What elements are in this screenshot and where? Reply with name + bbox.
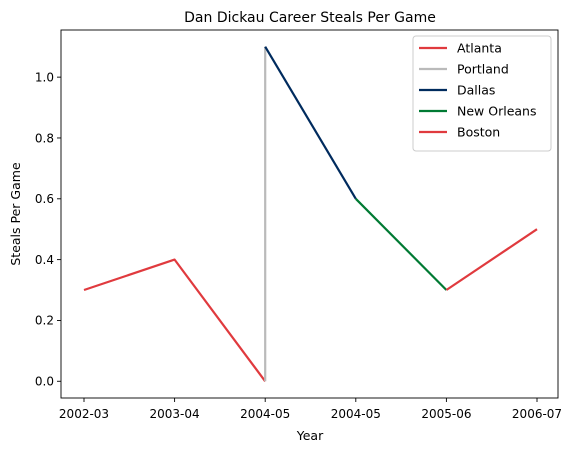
- x-tick-label: 2004-05: [331, 407, 381, 421]
- series-line-5: [445, 228, 538, 291]
- legend: Atlanta Portland Dallas New Orleans Boston: [412, 35, 552, 152]
- x-axis-label: Year: [296, 428, 324, 443]
- x-tick-label: 2005-06: [421, 407, 471, 421]
- legend-label: Dallas: [457, 83, 495, 98]
- chart-title: Dan Dickau Career Steals Per Game: [184, 10, 436, 26]
- series-line-4: [355, 198, 448, 291]
- y-tick-label: 0.2: [35, 314, 54, 328]
- legend-label: Portland: [457, 62, 509, 77]
- y-axis-label: Steals Per Game: [8, 162, 23, 266]
- legend-label: Boston: [457, 125, 500, 140]
- x-axis-ticks: 2002-03 2003-04 2004-05 2004-05 2005-06 2006-…: [59, 398, 562, 421]
- legend-label: New Orleans: [457, 104, 536, 119]
- y-tick-label: 0.6: [35, 192, 54, 206]
- y-tick-label: 1.0: [35, 70, 54, 84]
- plot-lines: [83, 46, 538, 382]
- y-tick-label: 0.8: [35, 131, 54, 145]
- legend-box: [412, 35, 552, 152]
- y-tick-label: 0.4: [35, 253, 54, 267]
- legend-label: Atlanta: [457, 41, 502, 56]
- y-axis-ticks: 0.0 0.2 0.4 0.6 0.8 1.0: [35, 70, 61, 389]
- y-tick-label: 0.0: [35, 375, 54, 389]
- plot-frame: [60, 29, 559, 399]
- x-tick-label: 2004-05: [240, 407, 290, 421]
- series-line-1: [83, 258, 267, 382]
- series-line-3: [264, 46, 357, 200]
- x-tick-label: 2003-04: [150, 407, 200, 421]
- x-tick-label: 2006-07: [512, 407, 562, 421]
- x-tick-label: 2002-03: [59, 407, 109, 421]
